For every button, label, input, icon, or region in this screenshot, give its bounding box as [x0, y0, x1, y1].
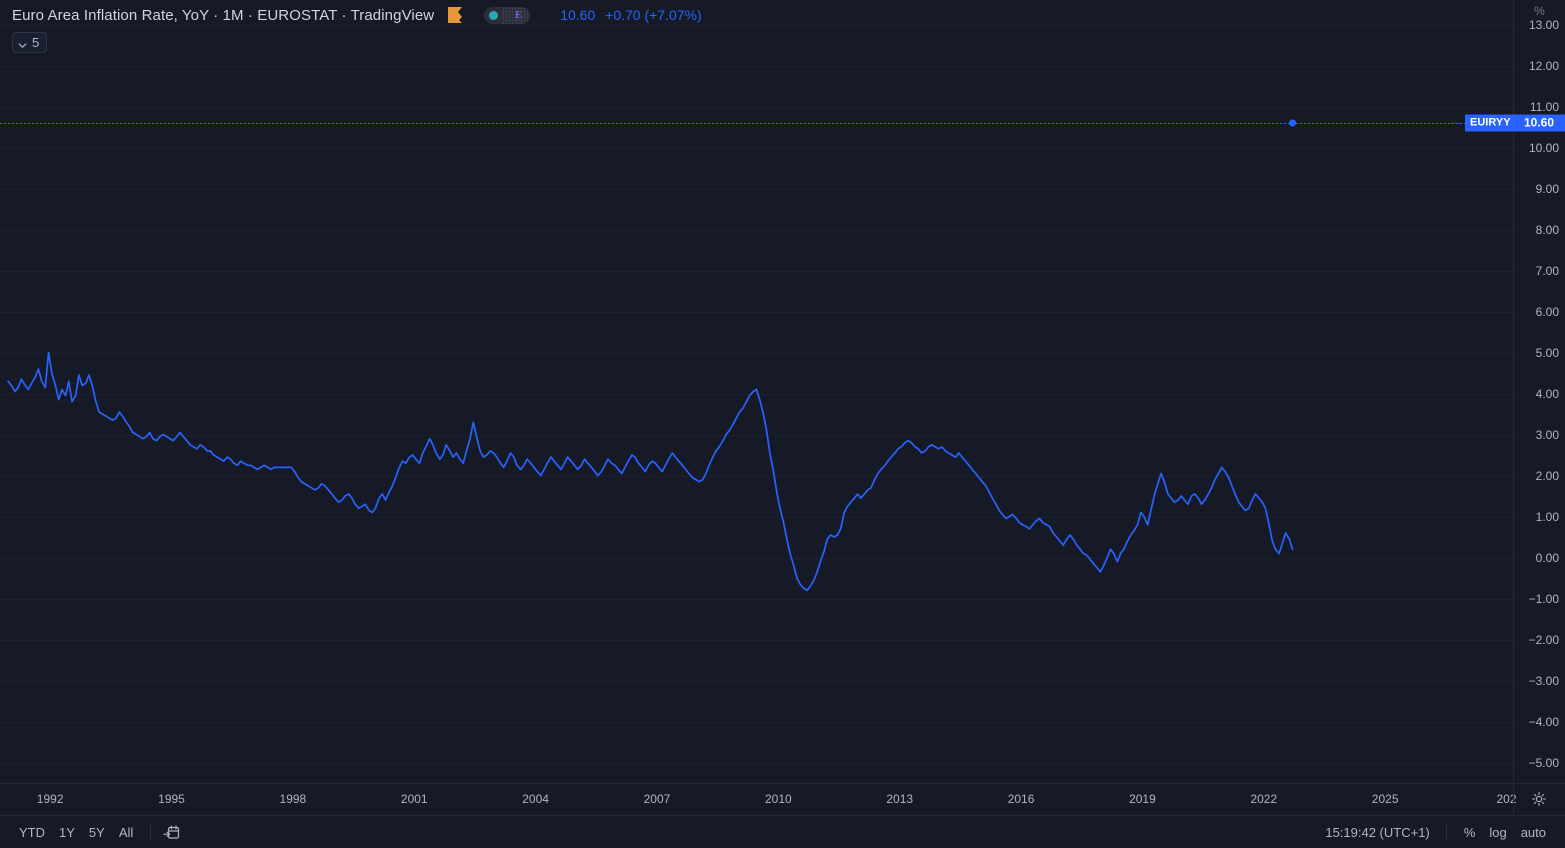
gridline	[0, 434, 1513, 436]
time-axis-tick: 202	[1496, 792, 1517, 806]
price-axis-tick: 13.00	[1528, 17, 1559, 32]
gridline	[0, 393, 1513, 395]
range-1y-button[interactable]: 1Y	[59, 824, 75, 840]
price-axis[interactable]: % 13.00 12.00 11.00 10.00 9.00 8.00 7.00 6.00 5.…	[1513, 0, 1565, 783]
chevron-down-icon	[18, 38, 27, 48]
time-axis-tick: 2007	[643, 792, 671, 806]
time-axis-tick: 2001	[400, 792, 428, 806]
price-axis-tick: 9.00	[1535, 181, 1559, 196]
price-axis-tick: −2.00	[1528, 632, 1559, 647]
current-price-badge[interactable]: 10.60	[1513, 114, 1565, 132]
time-axis[interactable]: 1992 1995 1998 2001 2004 2007 2010 2013 2016 2019…	[0, 783, 1565, 815]
gridline	[0, 270, 1513, 272]
scale-controls: 15:19:42 (UTC+1) % log auto	[1319, 816, 1565, 848]
gridline	[0, 106, 1513, 108]
gridline	[0, 311, 1513, 313]
price-change: +0.70 (+7.07%)	[605, 7, 702, 23]
time-axis-tick: 2022	[1250, 792, 1278, 806]
price-axis-tick: −5.00	[1528, 755, 1559, 770]
chart-plot-area[interactable]	[0, 0, 1513, 783]
quote-values: 10.60 +0.70 (+7.07%)	[560, 7, 701, 23]
current-price-line	[0, 122, 1513, 124]
gridline	[0, 352, 1513, 354]
range-controls: YTD 1Y 5Y All	[0, 816, 180, 848]
last-price: 10.60	[560, 7, 596, 23]
toolbar-divider-left	[150, 824, 152, 840]
time-axis-tick: 2019	[1129, 792, 1156, 806]
gridline	[0, 65, 1513, 67]
legend-primary-row: Euro Area Inflation Rate, YoY · 1M · EUR…	[12, 4, 702, 26]
price-axis-tick: 1.00	[1535, 509, 1559, 524]
time-axis-tick: 1992	[36, 792, 64, 806]
time-axis-tick: 2016	[1007, 792, 1035, 806]
price-axis-tick: 5.00	[1535, 345, 1559, 360]
price-axis-tick: 12.00	[1528, 58, 1559, 73]
gridline	[0, 639, 1513, 641]
price-axis-tick: 3.00	[1535, 427, 1559, 442]
source-status-dot	[489, 10, 499, 20]
price-axis-tick: 2.00	[1535, 468, 1559, 483]
price-axis-tick: −3.00	[1528, 673, 1559, 688]
price-axis-tick: 6.00	[1535, 304, 1559, 319]
time-axis-tick: 2025	[1371, 792, 1399, 806]
price-axis-tick: 10.00	[1528, 140, 1559, 155]
gridline	[0, 475, 1513, 477]
price-axis-tick: 11.00	[1529, 99, 1559, 114]
range-ytd-button[interactable]: YTD	[19, 824, 45, 840]
range-all-button[interactable]: All	[118, 824, 134, 840]
interval-value: 5	[32, 35, 40, 50]
time-axis-tick: 1998	[279, 792, 307, 806]
time-axis-separator	[1513, 784, 1514, 815]
gridline	[0, 598, 1513, 600]
gridline	[0, 721, 1513, 723]
gridline	[0, 516, 1513, 518]
price-axis-tick: 4.00	[1535, 386, 1559, 401]
log-scale-button[interactable]: log	[1489, 824, 1507, 840]
time-axis-tick: 2004	[522, 792, 549, 806]
time-axis-tick: 1995	[158, 792, 185, 806]
gear-icon[interactable]	[1531, 791, 1547, 807]
time-axis-tick: 2010	[764, 792, 792, 806]
gridline	[0, 24, 1513, 26]
series-symbol-badge[interactable]: EUIRYY	[1465, 114, 1516, 132]
source-dots-bg	[502, 6, 531, 24]
price-axis-tick: 0.00	[1535, 550, 1559, 565]
price-axis-tick: 7.00	[1535, 263, 1559, 278]
last-price-marker	[1288, 119, 1297, 127]
legend-secondary-row: 5	[12, 32, 702, 55]
gridline	[0, 147, 1513, 149]
eurostat-source-icon[interactable]: E	[484, 6, 531, 24]
chart-legend: Euro Area Inflation Rate, YoY · 1M · EUR…	[12, 4, 702, 55]
bottom-toolbar: YTD 1Y 5Y All 15:19:42 (UTC+1) % log	[0, 815, 1565, 848]
range-5y-button[interactable]: 5Y	[88, 824, 105, 840]
price-axis-unit: %	[1534, 4, 1545, 18]
price-axis-tick: −1.00	[1528, 591, 1559, 606]
chart-title[interactable]: Euro Area Inflation Rate, YoY · 1M · EUR…	[12, 6, 435, 24]
percent-scale-button[interactable]: %	[1463, 824, 1476, 840]
eu-flag-icon	[448, 7, 463, 23]
gridline	[0, 557, 1513, 559]
toolbar-divider-right	[1445, 824, 1447, 840]
price-axis-tick: 8.00	[1535, 222, 1559, 237]
clock-label[interactable]: 15:19:42 (UTC+1)	[1325, 824, 1430, 840]
source-e-glyph: E	[514, 8, 523, 21]
calendar-goto-icon[interactable]	[163, 824, 180, 841]
gridline	[0, 229, 1513, 231]
gridline	[0, 680, 1513, 682]
price-axis-tick: −4.00	[1528, 714, 1559, 729]
series-overflow-dots: ···	[1450, 116, 1461, 129]
gridline	[0, 188, 1513, 190]
time-axis-tick: 2013	[886, 792, 914, 806]
auto-scale-button[interactable]: auto	[1520, 824, 1546, 840]
interval-selector[interactable]: 5	[12, 32, 48, 53]
gridline	[0, 762, 1513, 764]
price-series-line	[7, 119, 1297, 592]
